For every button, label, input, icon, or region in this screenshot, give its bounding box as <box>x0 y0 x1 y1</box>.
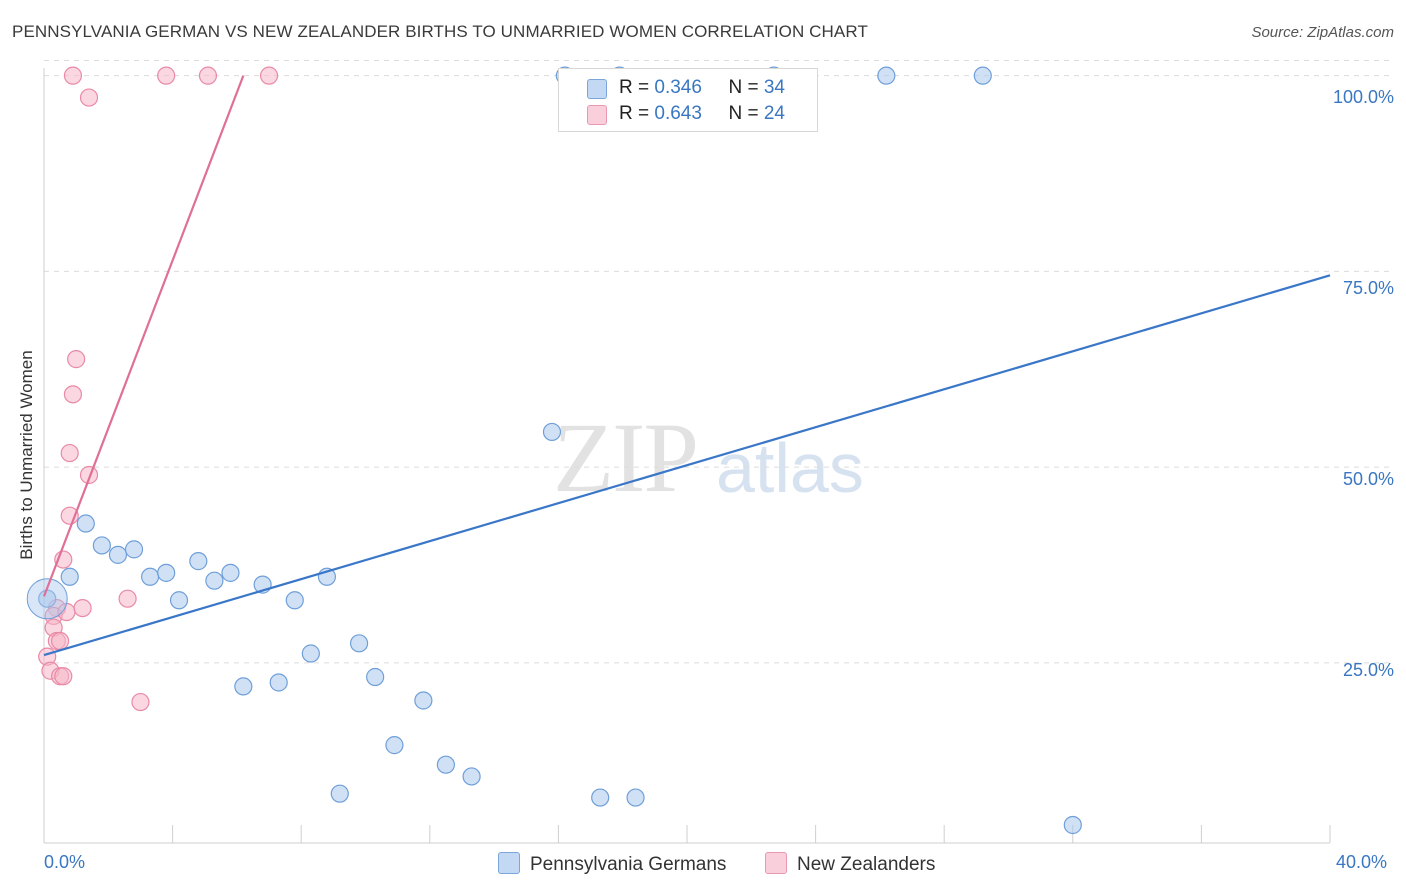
correlation-legend: R = 0.346 N = 34 R = 0.643 N = 24 <box>558 68 818 132</box>
point-new-zealander <box>60 443 79 463</box>
point-new-zealander <box>63 385 83 404</box>
point-pennsylvania-german <box>140 567 160 586</box>
point-pennsylvania-german-large <box>26 578 68 620</box>
point-pennsylvania-german <box>414 691 433 710</box>
point-pennsylvania-german <box>301 644 320 663</box>
point-pennsylvania-german <box>591 788 610 807</box>
y-tick-label-25: 25.0% <box>1342 660 1394 680</box>
bottom-legend-newzealand: New Zealanders <box>765 852 935 876</box>
point-new-zealander <box>73 598 92 618</box>
bottom-legend-swatch-pink <box>765 852 787 874</box>
point-pennsylvania-german <box>234 677 253 696</box>
y-tick-label-100: 100.0% <box>1332 87 1394 107</box>
legend-n-value: 34 <box>763 77 785 98</box>
y-tick-label-75: 75.0% <box>1342 278 1394 298</box>
point-new-zealander <box>259 66 279 85</box>
point-pennsylvania-german <box>269 673 288 692</box>
bottom-legend-pennsylvania: Pennsylvania Germans <box>498 852 726 876</box>
point-pennsylvania-german <box>877 66 896 85</box>
chart-title: PENNSYLVANIA GERMAN VS NEW ZEALANDER BIR… <box>12 22 868 41</box>
bottom-legend-swatch-blue <box>498 852 520 874</box>
point-pennsylvania-german <box>124 540 144 559</box>
point-pennsylvania-german <box>626 788 645 807</box>
legend-n-label: N = <box>728 77 764 98</box>
legend-r-value: 0.643 <box>654 103 702 124</box>
legend-swatch-blue <box>587 79 607 99</box>
point-pennsylvania-german <box>205 571 224 590</box>
point-new-zealander <box>67 350 86 369</box>
source-label: Source: ZipAtlas.com <box>1251 24 1394 41</box>
point-pennsylvania-german <box>436 755 455 774</box>
trendline-pennsylvania-germans <box>43 274 1331 657</box>
point-new-zealander <box>131 692 150 712</box>
point-new-zealander <box>50 631 70 651</box>
point-new-zealander <box>157 66 176 85</box>
point-pennsylvania-german <box>366 667 385 687</box>
point-pennsylvania-german <box>92 536 111 555</box>
point-pennsylvania-german <box>60 567 79 586</box>
trendline-new-zealanders <box>42 75 245 597</box>
legend-r-value: 0.346 <box>654 77 702 98</box>
point-pennsylvania-german <box>1063 815 1082 835</box>
point-pennsylvania-german <box>349 634 369 653</box>
point-pennsylvania-german <box>330 784 349 803</box>
point-new-zealander <box>54 667 73 686</box>
point-pennsylvania-german <box>189 552 208 571</box>
legend-swatch-pink <box>587 105 607 125</box>
legend-r-label: R = <box>619 77 655 98</box>
legend-n-value: 24 <box>763 103 785 124</box>
y-axis-label: Births to Unmarried Women <box>17 350 36 560</box>
legend-row-pink: R = 0.643 N = 24 <box>619 103 785 125</box>
bottom-legend-label: New Zealanders <box>797 854 936 875</box>
y-tick-label-50: 50.0% <box>1342 469 1394 489</box>
bottom-legend-label: Pennsylvania Germans <box>530 854 727 875</box>
point-pennsylvania-german <box>385 736 404 755</box>
point-pennsylvania-german <box>76 514 95 533</box>
x-tick-label-max: 40.0% <box>1336 852 1388 872</box>
legend-n-label: N = <box>728 103 764 124</box>
point-pennsylvania-german <box>462 767 481 786</box>
legend-r-label: R = <box>619 103 655 124</box>
watermark-zip: ZIP <box>553 402 699 513</box>
point-new-zealander <box>198 66 218 85</box>
watermark-atlas: atlas <box>716 429 864 507</box>
legend-row-blue: R = 0.346 N = 34 <box>619 77 785 99</box>
point-pennsylvania-german <box>221 563 240 582</box>
point-pennsylvania-german <box>285 591 304 610</box>
point-pennsylvania-german <box>542 422 562 442</box>
point-new-zealander <box>79 88 99 107</box>
point-pennsylvania-german <box>157 563 176 582</box>
x-tick-label-min: 0.0% <box>44 852 86 872</box>
point-pennsylvania-german <box>108 545 128 564</box>
point-new-zealander <box>118 589 137 608</box>
point-pennsylvania-german <box>973 66 992 85</box>
point-pennsylvania-german <box>169 591 189 610</box>
point-new-zealander <box>63 66 83 85</box>
